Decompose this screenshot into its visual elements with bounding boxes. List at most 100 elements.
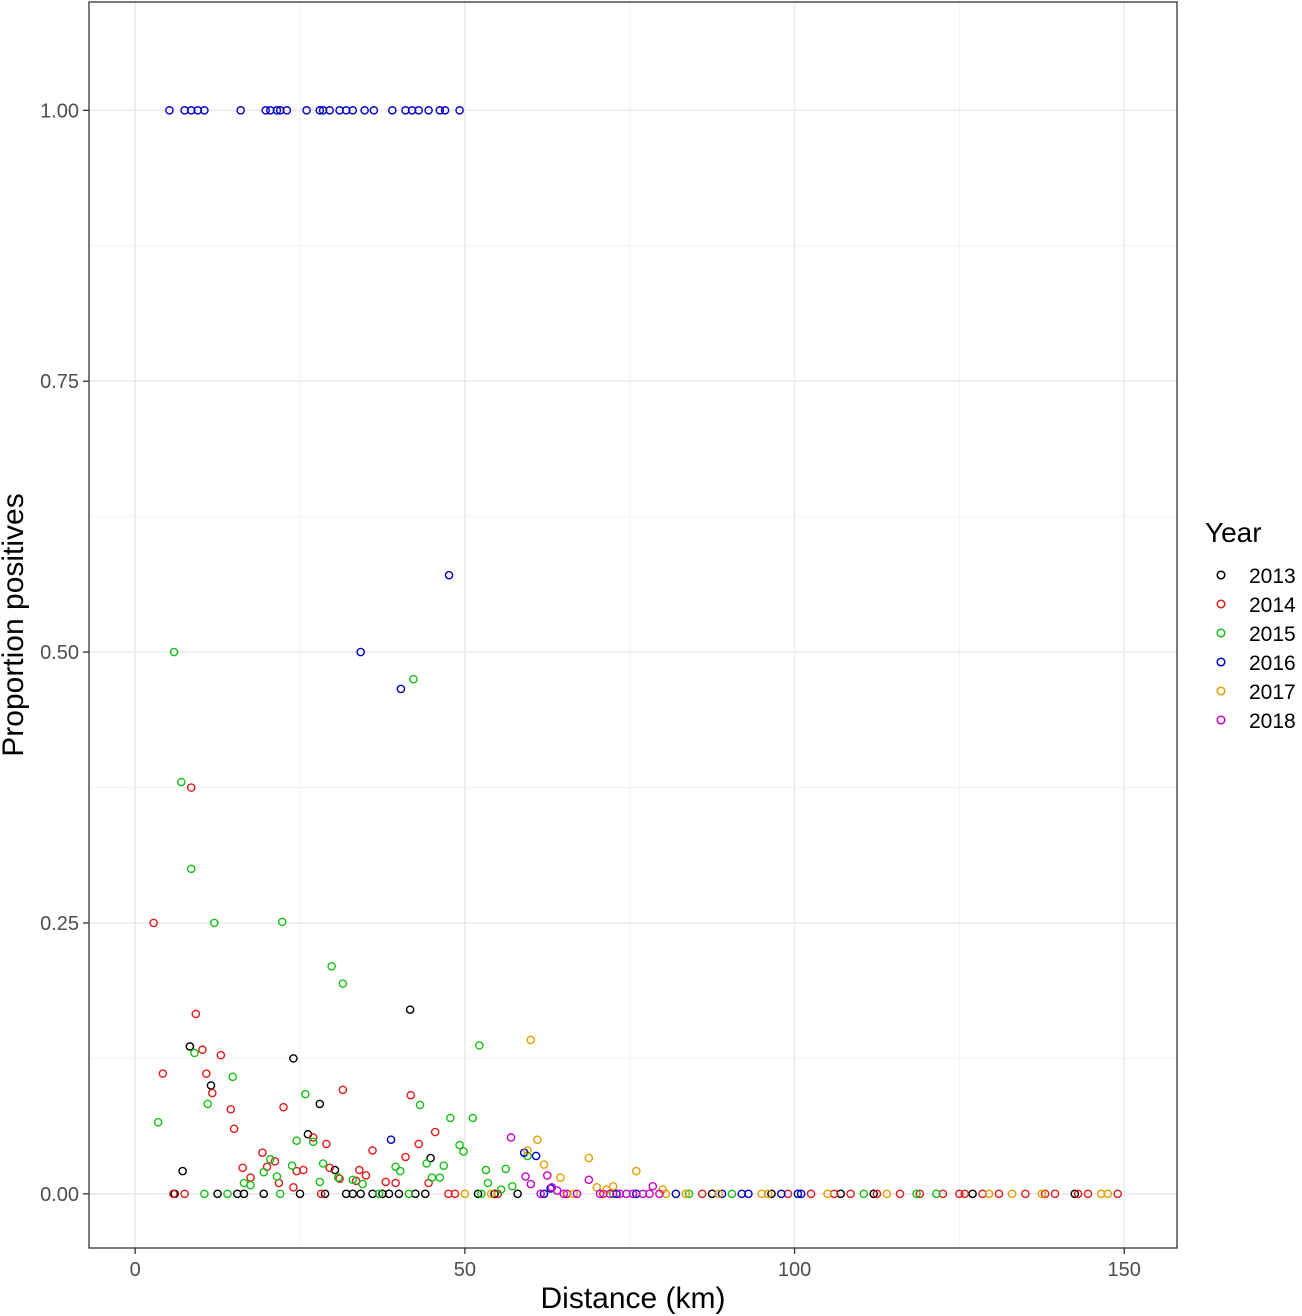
data-point bbox=[521, 1172, 530, 1181]
data-point bbox=[572, 1189, 582, 1199]
data-point bbox=[360, 106, 369, 115]
data-point bbox=[655, 1189, 664, 1199]
data-point bbox=[912, 1189, 921, 1199]
legend-key bbox=[1216, 599, 1226, 609]
data-point bbox=[473, 1189, 483, 1199]
data-point bbox=[460, 1189, 470, 1199]
data-point bbox=[203, 1099, 212, 1109]
data-point bbox=[315, 1177, 325, 1187]
data-point bbox=[477, 1189, 486, 1199]
data-point bbox=[355, 1165, 364, 1175]
data-point bbox=[165, 106, 174, 115]
series-2017 bbox=[460, 1035, 1113, 1199]
data-point bbox=[213, 1189, 222, 1199]
data-point bbox=[335, 1174, 344, 1183]
data-point bbox=[793, 1189, 803, 1199]
legend-entry-2018: 2018 bbox=[1216, 710, 1296, 733]
data-point bbox=[405, 1005, 415, 1014]
data-point bbox=[178, 1166, 187, 1176]
data-point bbox=[239, 1189, 249, 1199]
data-point bbox=[1050, 1189, 1060, 1199]
data-point bbox=[208, 1088, 217, 1098]
data-point bbox=[384, 1189, 394, 1199]
series-2018 bbox=[506, 1133, 664, 1199]
data-point bbox=[169, 1189, 178, 1199]
data-point bbox=[158, 1069, 168, 1078]
data-point bbox=[1007, 1189, 1017, 1199]
data-point bbox=[356, 1189, 365, 1199]
data-point bbox=[526, 1179, 536, 1189]
data-point bbox=[394, 1189, 404, 1199]
data-point bbox=[717, 1189, 727, 1199]
data-point bbox=[261, 106, 271, 115]
legend-label: 2016 bbox=[1249, 652, 1296, 675]
data-point bbox=[763, 1189, 773, 1199]
data-point bbox=[955, 1189, 964, 1199]
x-axis-title: Distance (km) bbox=[540, 1282, 725, 1315]
data-point bbox=[671, 1189, 681, 1199]
data-point bbox=[308, 1137, 318, 1147]
legend-key bbox=[1216, 686, 1226, 696]
data-point bbox=[681, 1189, 691, 1199]
data-point bbox=[338, 1085, 348, 1095]
data-point bbox=[859, 1189, 869, 1199]
data-point bbox=[180, 1189, 189, 1199]
y-tick-label: 0.50 bbox=[40, 642, 79, 664]
data-point bbox=[1021, 1189, 1030, 1199]
data-point bbox=[295, 1189, 305, 1199]
legend-label: 2018 bbox=[1249, 710, 1296, 733]
data-point bbox=[459, 1147, 468, 1156]
data-point bbox=[435, 106, 445, 115]
data-point bbox=[968, 1189, 977, 1199]
data-point bbox=[446, 1113, 455, 1123]
data-point bbox=[697, 1189, 707, 1199]
data-point bbox=[714, 1189, 724, 1199]
legend-label: 2017 bbox=[1249, 681, 1296, 704]
legend-title: Year bbox=[1205, 517, 1262, 548]
legend-key bbox=[1216, 628, 1226, 638]
data-point bbox=[468, 1113, 478, 1123]
data-point bbox=[348, 106, 358, 115]
data-point bbox=[270, 1157, 280, 1166]
gridlines bbox=[89, 2, 1177, 1248]
data-point bbox=[483, 1178, 493, 1188]
data-point bbox=[318, 1159, 328, 1168]
data-point bbox=[523, 1146, 532, 1155]
data-point bbox=[315, 106, 325, 115]
data-point bbox=[308, 1133, 318, 1142]
data-point bbox=[539, 1160, 549, 1169]
data-point bbox=[185, 1042, 195, 1051]
data-point bbox=[177, 777, 186, 787]
data-point bbox=[777, 1189, 786, 1199]
data-point bbox=[552, 1186, 562, 1195]
legend-label: 2014 bbox=[1249, 594, 1296, 617]
data-point bbox=[435, 1173, 445, 1182]
data-point bbox=[381, 1177, 391, 1187]
data-point bbox=[229, 1124, 239, 1134]
data-point bbox=[228, 1072, 238, 1082]
data-point bbox=[266, 1154, 275, 1164]
data-point bbox=[401, 1152, 410, 1162]
data-point bbox=[486, 1189, 496, 1199]
data-point bbox=[542, 1171, 552, 1180]
x-tick-label: 50 bbox=[454, 1259, 476, 1281]
data-point bbox=[338, 979, 348, 988]
data-point bbox=[169, 647, 179, 657]
data-point bbox=[430, 1127, 440, 1137]
data-point bbox=[420, 1189, 430, 1199]
data-point bbox=[501, 1164, 511, 1174]
data-point bbox=[1040, 1189, 1050, 1199]
data-point bbox=[358, 1179, 367, 1189]
data-point bbox=[490, 1189, 499, 1199]
data-point bbox=[238, 1163, 247, 1173]
y-tick-label: 1.00 bbox=[40, 100, 79, 122]
data-point bbox=[1113, 1189, 1122, 1199]
data-point bbox=[200, 106, 209, 115]
data-point bbox=[153, 1118, 163, 1127]
data-point bbox=[559, 1189, 569, 1199]
data-point bbox=[289, 1054, 298, 1063]
data-point bbox=[569, 1189, 578, 1199]
legend-entry-2014: 2014 bbox=[1216, 594, 1296, 617]
data-point bbox=[684, 1189, 694, 1199]
legend-label: 2013 bbox=[1249, 565, 1296, 588]
